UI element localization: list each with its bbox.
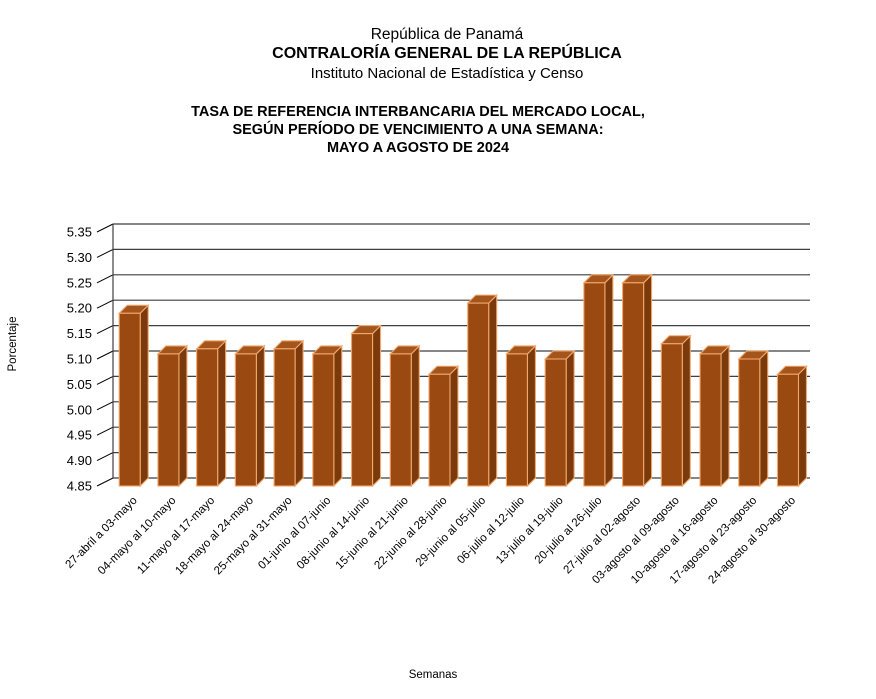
bar-side-face xyxy=(294,339,304,488)
bar-side-face xyxy=(720,344,730,488)
bar xyxy=(118,312,141,487)
bar-side-face xyxy=(797,364,808,488)
y-axis-tick xyxy=(96,452,114,462)
chart-title-line2: SEGÚN PERÍODO DE VENCIMIENTO A UNA SEMAN… xyxy=(232,122,604,138)
y-tick-label: 5.35 xyxy=(67,225,92,240)
bar-side-face xyxy=(565,349,575,488)
y-tick-label: 5.15 xyxy=(67,326,92,341)
bar xyxy=(428,373,451,487)
bar xyxy=(699,353,722,487)
bar xyxy=(312,353,335,487)
chart-title-line1: TASA DE REFERENCIA INTERBANCARIA DEL MER… xyxy=(191,104,645,120)
bar-side-face xyxy=(139,303,149,488)
y-tick-label: 5.30 xyxy=(67,250,92,265)
y-tick-label: 5.20 xyxy=(67,301,92,316)
x-category-label: 15-junio al 21-junio xyxy=(334,495,411,572)
country-name: República de Panamá xyxy=(370,26,524,43)
x-category-label: 06-julio al 12-julio xyxy=(455,495,527,567)
y-tick-label: 4.90 xyxy=(67,453,92,468)
x-category-label: 13-julio al 19-julio xyxy=(494,495,566,567)
y-axis-tick xyxy=(96,325,114,335)
bar-side-face xyxy=(681,334,691,488)
bar-side-face xyxy=(449,364,459,488)
y-axis-tick xyxy=(96,401,114,411)
y-axis-tick xyxy=(96,248,114,258)
bar xyxy=(544,358,567,487)
bar xyxy=(467,302,490,487)
x-category-label: 29-junio al 05-julio xyxy=(414,495,488,569)
y-axis-tick xyxy=(96,375,114,385)
x-category-label: 01-junio al 07-junio xyxy=(256,495,333,572)
x-category-label: 27-julio al 02-agosto xyxy=(561,495,643,577)
chart-title: TASA DE REFERENCIA INTERBANCARIA DEL MER… xyxy=(0,103,856,157)
bar-side-face xyxy=(333,344,343,488)
report-header: República de Panamá CONTRALORÍA GENERAL … xyxy=(9,25,876,83)
bar xyxy=(622,282,645,487)
y-axis-tick xyxy=(96,477,114,487)
bar-side-face xyxy=(488,293,498,488)
x-axis-title: Semanas xyxy=(409,669,458,681)
bar-side-face xyxy=(217,339,227,488)
y-axis-tick xyxy=(96,223,114,233)
bar-side-face xyxy=(759,349,769,488)
y-axis-title: Porcentaje xyxy=(7,317,19,372)
y-axis-tick xyxy=(96,426,114,436)
bar xyxy=(157,353,180,487)
bar-side-face xyxy=(178,344,188,488)
y-tick-label: 5.00 xyxy=(67,402,92,417)
bar-side-face xyxy=(410,344,420,488)
bar xyxy=(350,333,374,487)
bar xyxy=(505,353,528,487)
bar xyxy=(273,348,296,487)
institution-name: CONTRALORÍA GENERAL DE LA REPÚBLICA xyxy=(272,45,622,62)
x-category-label: 27-abril a 03-mayo xyxy=(64,495,140,571)
y-tick-label: 4.95 xyxy=(67,428,92,443)
x-category-label: 08-junio al 14-junio xyxy=(295,495,372,572)
y-tick-label: 5.10 xyxy=(67,352,92,367)
bar xyxy=(776,373,800,487)
y-axis-tick xyxy=(96,299,114,309)
bar xyxy=(660,343,683,487)
bar-side-face xyxy=(604,273,614,488)
y-tick-label: 5.05 xyxy=(67,377,92,392)
bar xyxy=(234,353,257,487)
y-axis-tick xyxy=(96,350,114,360)
x-category-label: 22-junio al 28-junio xyxy=(372,495,449,572)
bar-side-face xyxy=(371,324,382,488)
bar-side-face xyxy=(643,273,653,488)
bar xyxy=(389,353,412,487)
y-tick-label: 5.25 xyxy=(67,275,92,290)
bar-side-face xyxy=(255,344,265,488)
x-category-label: 11-mayo al 17-mayo xyxy=(135,495,217,577)
bar-side-face xyxy=(526,344,536,488)
y-axis-tick xyxy=(96,274,114,284)
chart-title-line3: MAYO A AGOSTO DE 2024 xyxy=(326,140,510,156)
institute-name: Instituto Nacional de Estadística y Cens… xyxy=(310,65,584,82)
bar xyxy=(738,358,761,487)
y-tick-label: 4.85 xyxy=(67,479,92,494)
bar xyxy=(583,282,606,487)
bar xyxy=(196,348,219,487)
x-category-label: 20-julio al 26-julio xyxy=(533,495,605,567)
